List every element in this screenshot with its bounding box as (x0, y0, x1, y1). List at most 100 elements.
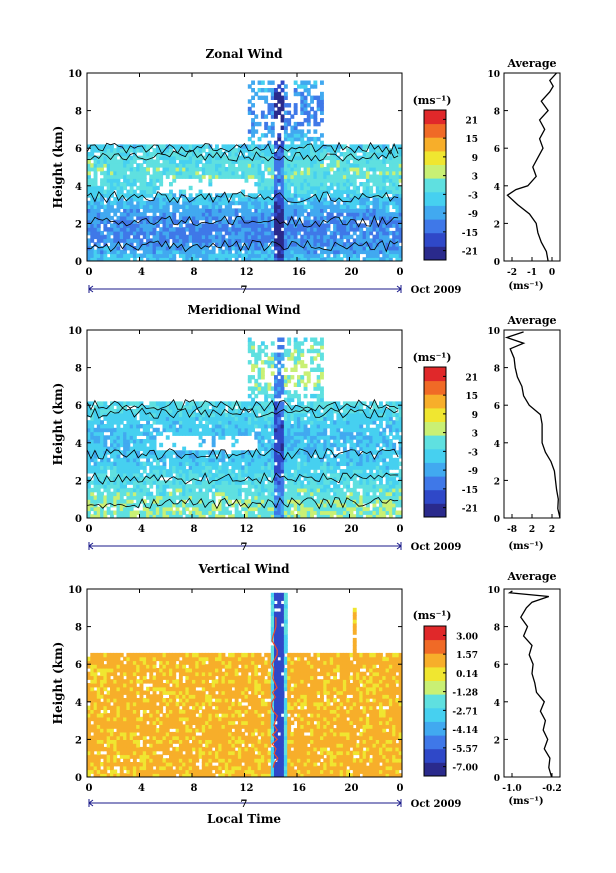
heatmap-cell (178, 465, 183, 470)
heatmap-cell (90, 167, 95, 172)
heatmap-cell (146, 249, 150, 255)
heatmap-cell (231, 253, 236, 258)
heatmap-cell (237, 155, 242, 161)
heatmap-cell (234, 472, 239, 478)
heatmap-cell (215, 234, 219, 240)
heatmap-cell (185, 249, 190, 255)
heatmap-cell (129, 469, 134, 474)
heatmap-cell (313, 484, 318, 489)
heatmap-cell (313, 118, 318, 123)
heatmap-cell (123, 409, 127, 414)
heatmap-cell (215, 227, 219, 232)
heatmap-cell (218, 503, 223, 508)
heatmap-cell (93, 182, 98, 187)
heatmap-cell (365, 144, 370, 149)
heatmap-cell (136, 427, 141, 433)
heatmap-cell (257, 495, 262, 500)
heatmap-cell (320, 446, 324, 451)
heatmap-cell (303, 461, 308, 466)
heatmap-cell (198, 405, 203, 410)
heatmap-cell (274, 499, 278, 504)
heatmap-cell (175, 405, 180, 410)
heatmap-cell (129, 499, 134, 504)
heatmap-cell (385, 200, 390, 206)
heatmap-cell (192, 469, 196, 474)
heatmap-cell (139, 227, 144, 232)
heatmap-cell (244, 510, 249, 515)
heatmap-cell (392, 174, 397, 179)
heatmap-cell (287, 375, 292, 380)
heatmap-cell (306, 163, 311, 168)
heatmap-cell (201, 499, 206, 504)
heatmap-cell (290, 375, 295, 380)
heatmap-cell (277, 238, 282, 243)
heatmap-cell (100, 219, 104, 224)
heatmap-cell (280, 170, 285, 176)
heatmap-cell (234, 476, 239, 481)
heatmap-cell (195, 405, 200, 410)
heatmap-cell (100, 200, 104, 206)
heatmap-cell (132, 223, 137, 228)
heatmap-cell (139, 461, 144, 466)
heatmap-cell (283, 103, 288, 108)
heatmap-cell (247, 253, 252, 258)
heatmap-cell (385, 249, 390, 255)
heatmap-cell (320, 491, 324, 497)
heatmap-cell (277, 182, 282, 187)
heatmap-cell (172, 253, 177, 258)
heatmap-cell (113, 491, 118, 497)
heatmap-cell (270, 223, 275, 228)
heatmap-cell (365, 234, 370, 240)
heatmap-cell (260, 144, 265, 149)
heatmap-cell (241, 503, 246, 508)
heatmap-cell (198, 215, 203, 221)
heatmap-cell (188, 401, 193, 406)
heatmap-cell (280, 140, 285, 146)
heatmap-cell (257, 167, 262, 172)
heatmap-cell (267, 424, 272, 429)
heatmap-cell (205, 469, 209, 474)
heatmap-cell (293, 121, 298, 127)
heatmap-cell (178, 227, 183, 232)
heatmap-cell (228, 144, 232, 149)
heatmap-cell (280, 148, 285, 153)
heatmap-cell (192, 454, 196, 459)
heatmap-cell (192, 465, 196, 470)
heatmap-cell (185, 472, 190, 478)
heatmap-cell (113, 223, 118, 228)
heatmap-cell (244, 219, 249, 224)
heatmap-cell (398, 197, 402, 202)
heatmap-cell (234, 152, 239, 157)
heatmap-cell (359, 200, 364, 206)
heatmap-cell (316, 189, 321, 194)
heatmap-cell (178, 144, 183, 149)
heatmap-cell (113, 461, 118, 466)
heatmap-cell (303, 487, 308, 493)
heatmap-cell (110, 253, 114, 258)
heatmap-cell (264, 506, 269, 512)
heatmap-cell (241, 420, 246, 425)
heatmap-cell (365, 200, 370, 206)
heatmap-cell (119, 450, 124, 455)
heatmap-cell (162, 167, 167, 172)
heatmap-cell (277, 427, 282, 433)
heatmap-cell (257, 356, 262, 361)
heatmap-cell (221, 435, 226, 440)
heatmap-cell (257, 204, 262, 209)
heatmap-cell (93, 442, 98, 448)
heatmap-cell (139, 170, 144, 176)
heatmap-cell (152, 249, 157, 255)
heatmap-cell (178, 416, 183, 421)
heatmap-cell (241, 412, 246, 418)
heatmap-cell (205, 163, 209, 168)
heatmap-cell (136, 424, 141, 429)
heatmap-cell (201, 215, 206, 221)
heatmap-cell (169, 412, 173, 418)
heatmap-cell (362, 200, 367, 206)
heatmap-cell (260, 506, 265, 512)
heatmap-cell (182, 238, 187, 243)
heatmap-cell (178, 469, 183, 474)
heatmap-cell (221, 472, 226, 478)
heatmap-cell (113, 185, 118, 191)
heatmap-cell (211, 200, 216, 206)
